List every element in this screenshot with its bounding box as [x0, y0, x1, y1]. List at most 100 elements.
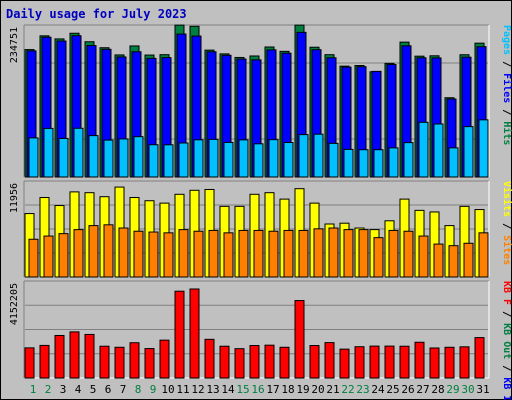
- bar-kb-f-day-20: [309, 345, 320, 379]
- bar-kb-f-day-6: [99, 345, 110, 379]
- bar-sites-day-18: [283, 229, 294, 278]
- bar-pages-day-21: [328, 142, 339, 178]
- bar-sites-day-20: [313, 228, 324, 278]
- bar-kb-f-day-8: [129, 342, 140, 379]
- bar-sites-day-22: [343, 229, 354, 278]
- bar-sites-day-30: [463, 242, 474, 278]
- bar-kb-f-day-27: [414, 341, 425, 379]
- bar-kb-f-day-3: [54, 334, 65, 379]
- bar-sites-day-8: [133, 230, 144, 278]
- bar-pages-day-20: [313, 133, 324, 178]
- bar-sites-day-7: [118, 227, 129, 278]
- bar-pages-day-31: [478, 119, 489, 178]
- bar-pages-day-4: [73, 127, 84, 178]
- x-tick-day-26: 26: [401, 383, 414, 396]
- bar-pages-day-8: [133, 136, 144, 178]
- x-tick-day-8: 8: [135, 383, 142, 396]
- x-tick-day-22: 22: [341, 383, 354, 396]
- bar-sites-day-28: [433, 243, 444, 278]
- bar-kb-f-day-22: [339, 348, 350, 379]
- x-tick-day-10: 10: [161, 383, 174, 396]
- bar-kb-f-day-29: [444, 346, 455, 379]
- bar-kb-f-day-17: [264, 344, 275, 379]
- legend-label-part: /: [501, 359, 512, 377]
- x-tick-day-9: 9: [150, 383, 157, 396]
- bar-kb-f-day-18: [279, 346, 290, 379]
- bar-pages-day-18: [283, 142, 294, 178]
- bar-kb-f-day-5: [84, 333, 95, 379]
- bar-sites-day-9: [148, 231, 159, 278]
- x-tick-day-31: 31: [476, 383, 489, 396]
- series-legend-label: Visits / Sites: [501, 181, 512, 265]
- bar-kb-f-day-26: [399, 345, 410, 379]
- bar-kb-f-day-25: [384, 345, 395, 379]
- legend-label-part: KB Out: [501, 323, 512, 359]
- x-tick-day-6: 6: [105, 383, 112, 396]
- x-tick-day-4: 4: [75, 383, 82, 396]
- legend-label-part: Visits: [501, 181, 512, 217]
- x-tick-day-1: 1: [30, 383, 37, 396]
- bar-pages-day-24: [373, 149, 384, 178]
- bar-sites-day-14: [223, 232, 234, 278]
- x-tick-day-25: 25: [386, 383, 399, 396]
- bar-kb-f-day-9: [144, 348, 155, 379]
- bar-sites-day-1: [28, 238, 39, 278]
- bar-sites-day-24: [373, 237, 384, 278]
- bar-sites-day-12: [193, 230, 204, 278]
- bar-kb-f-day-7: [114, 346, 125, 379]
- bar-pages-day-13: [208, 138, 219, 178]
- bar-sites-day-21: [328, 227, 339, 278]
- x-tick-day-24: 24: [371, 383, 385, 396]
- bar-kb-f-day-15: [234, 348, 245, 379]
- x-tick-day-18: 18: [281, 383, 294, 396]
- bar-sites-day-5: [88, 225, 99, 278]
- x-tick-day-13: 13: [206, 383, 219, 396]
- bar-pages-day-11: [178, 142, 189, 178]
- bar-sites-day-26: [403, 230, 414, 278]
- x-tick-day-7: 7: [120, 383, 127, 396]
- series-legend-label: KB F / KB Out / KB In: [501, 281, 512, 400]
- x-tick-day-28: 28: [431, 383, 444, 396]
- legend-label-part: KB In: [501, 377, 512, 400]
- bar-sites-day-29: [448, 245, 459, 278]
- bar-pages-day-19: [298, 134, 309, 178]
- bar-kb-f-day-10: [159, 339, 170, 379]
- legend-label-part: /: [501, 305, 512, 323]
- x-tick-day-27: 27: [416, 383, 429, 396]
- bar-pages-day-30: [463, 126, 474, 178]
- bar-pages-day-2: [43, 127, 54, 178]
- bar-kb-f-day-19: [294, 300, 305, 379]
- bar-sites-day-25: [388, 229, 399, 278]
- x-tick-day-11: 11: [176, 383, 189, 396]
- x-tick-day-14: 14: [221, 383, 235, 396]
- bar-pages-day-15: [238, 139, 249, 178]
- bar-sites-day-4: [73, 229, 84, 278]
- bar-sites-day-15: [238, 229, 249, 278]
- bar-pages-day-1: [28, 137, 39, 178]
- bar-pages-day-6: [103, 139, 114, 178]
- legend-label-part: /: [501, 103, 512, 121]
- bar-kb-f-day-16: [249, 345, 260, 379]
- bar-sites-day-19: [298, 229, 309, 278]
- x-tick-day-19: 19: [296, 383, 309, 396]
- chart-title: Daily usage for July 2023: [6, 7, 187, 21]
- legend-label-part: Hits: [501, 121, 512, 145]
- x-tick-day-20: 20: [311, 383, 324, 396]
- bar-kb-f-day-11: [174, 290, 185, 379]
- bar-sites-day-31: [478, 232, 489, 278]
- bar-pages-day-7: [118, 138, 129, 178]
- x-tick-day-30: 30: [461, 383, 474, 396]
- bar-kb-f-day-13: [204, 338, 215, 379]
- bar-pages-day-5: [88, 135, 99, 178]
- x-tick-day-21: 21: [326, 383, 339, 396]
- bar-kb-f-day-14: [219, 345, 230, 379]
- bar-kb-f-day-30: [459, 346, 470, 379]
- bar-sites-day-23: [358, 229, 369, 278]
- bar-pages-day-26: [403, 142, 414, 178]
- bar-pages-day-27: [418, 121, 429, 178]
- bar-sites-day-10: [163, 232, 174, 278]
- bar-sites-day-17: [268, 230, 279, 278]
- legend-label-part: /: [501, 55, 512, 73]
- bar-pages-day-3: [58, 137, 69, 178]
